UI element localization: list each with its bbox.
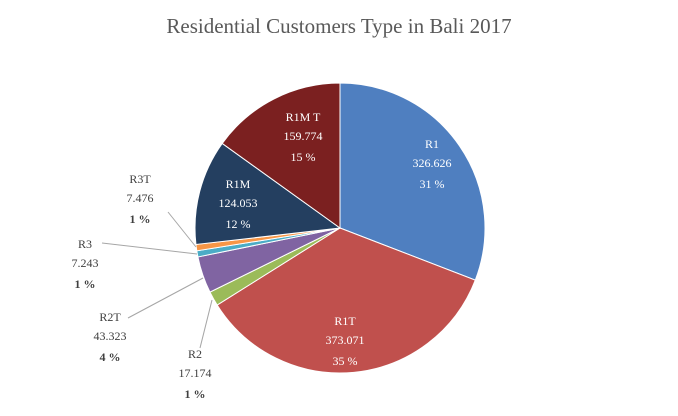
value-label: 124.053 [219, 196, 258, 210]
value-label: 373.071 [326, 333, 365, 347]
percent-label: 12 % [226, 217, 251, 231]
percent-label: 1 % [185, 387, 206, 401]
slice-label: R1M [226, 177, 251, 191]
percent-label: 31 % [420, 177, 445, 191]
pie-slice [339, 82, 486, 281]
percent-label: 4 % [100, 350, 121, 364]
value-label: 7.476 [127, 191, 154, 205]
pie-slice [221, 82, 341, 229]
pie-slice [216, 227, 476, 374]
slice-label: R2T [99, 310, 121, 324]
slice-label: R1 [425, 137, 439, 151]
leader-line [167, 211, 197, 248]
slice-label: R2 [188, 347, 202, 361]
percent-label: 1 % [130, 212, 151, 226]
value-label: 159.774 [284, 129, 323, 143]
chart-title: Residential Customers Type in Bali 2017 [166, 14, 511, 38]
slice-label: R1M T [286, 110, 321, 124]
leader-line [199, 299, 213, 349]
pie-slice [194, 142, 342, 245]
percent-label: 35 % [333, 354, 358, 368]
value-label: 17.174 [179, 366, 212, 380]
slice-label: R3 [78, 237, 92, 251]
percent-label: 15 % [291, 150, 316, 164]
value-label: 43.323 [94, 329, 127, 343]
leader-line [101, 242, 198, 255]
value-label: 7.243 [72, 256, 99, 270]
percent-label: 1 % [75, 277, 96, 291]
value-label: 326.626 [413, 156, 452, 170]
slice-label: R3T [129, 172, 151, 186]
slice-label: R1T [334, 314, 356, 328]
slices [194, 82, 486, 374]
leader-line [127, 277, 204, 319]
